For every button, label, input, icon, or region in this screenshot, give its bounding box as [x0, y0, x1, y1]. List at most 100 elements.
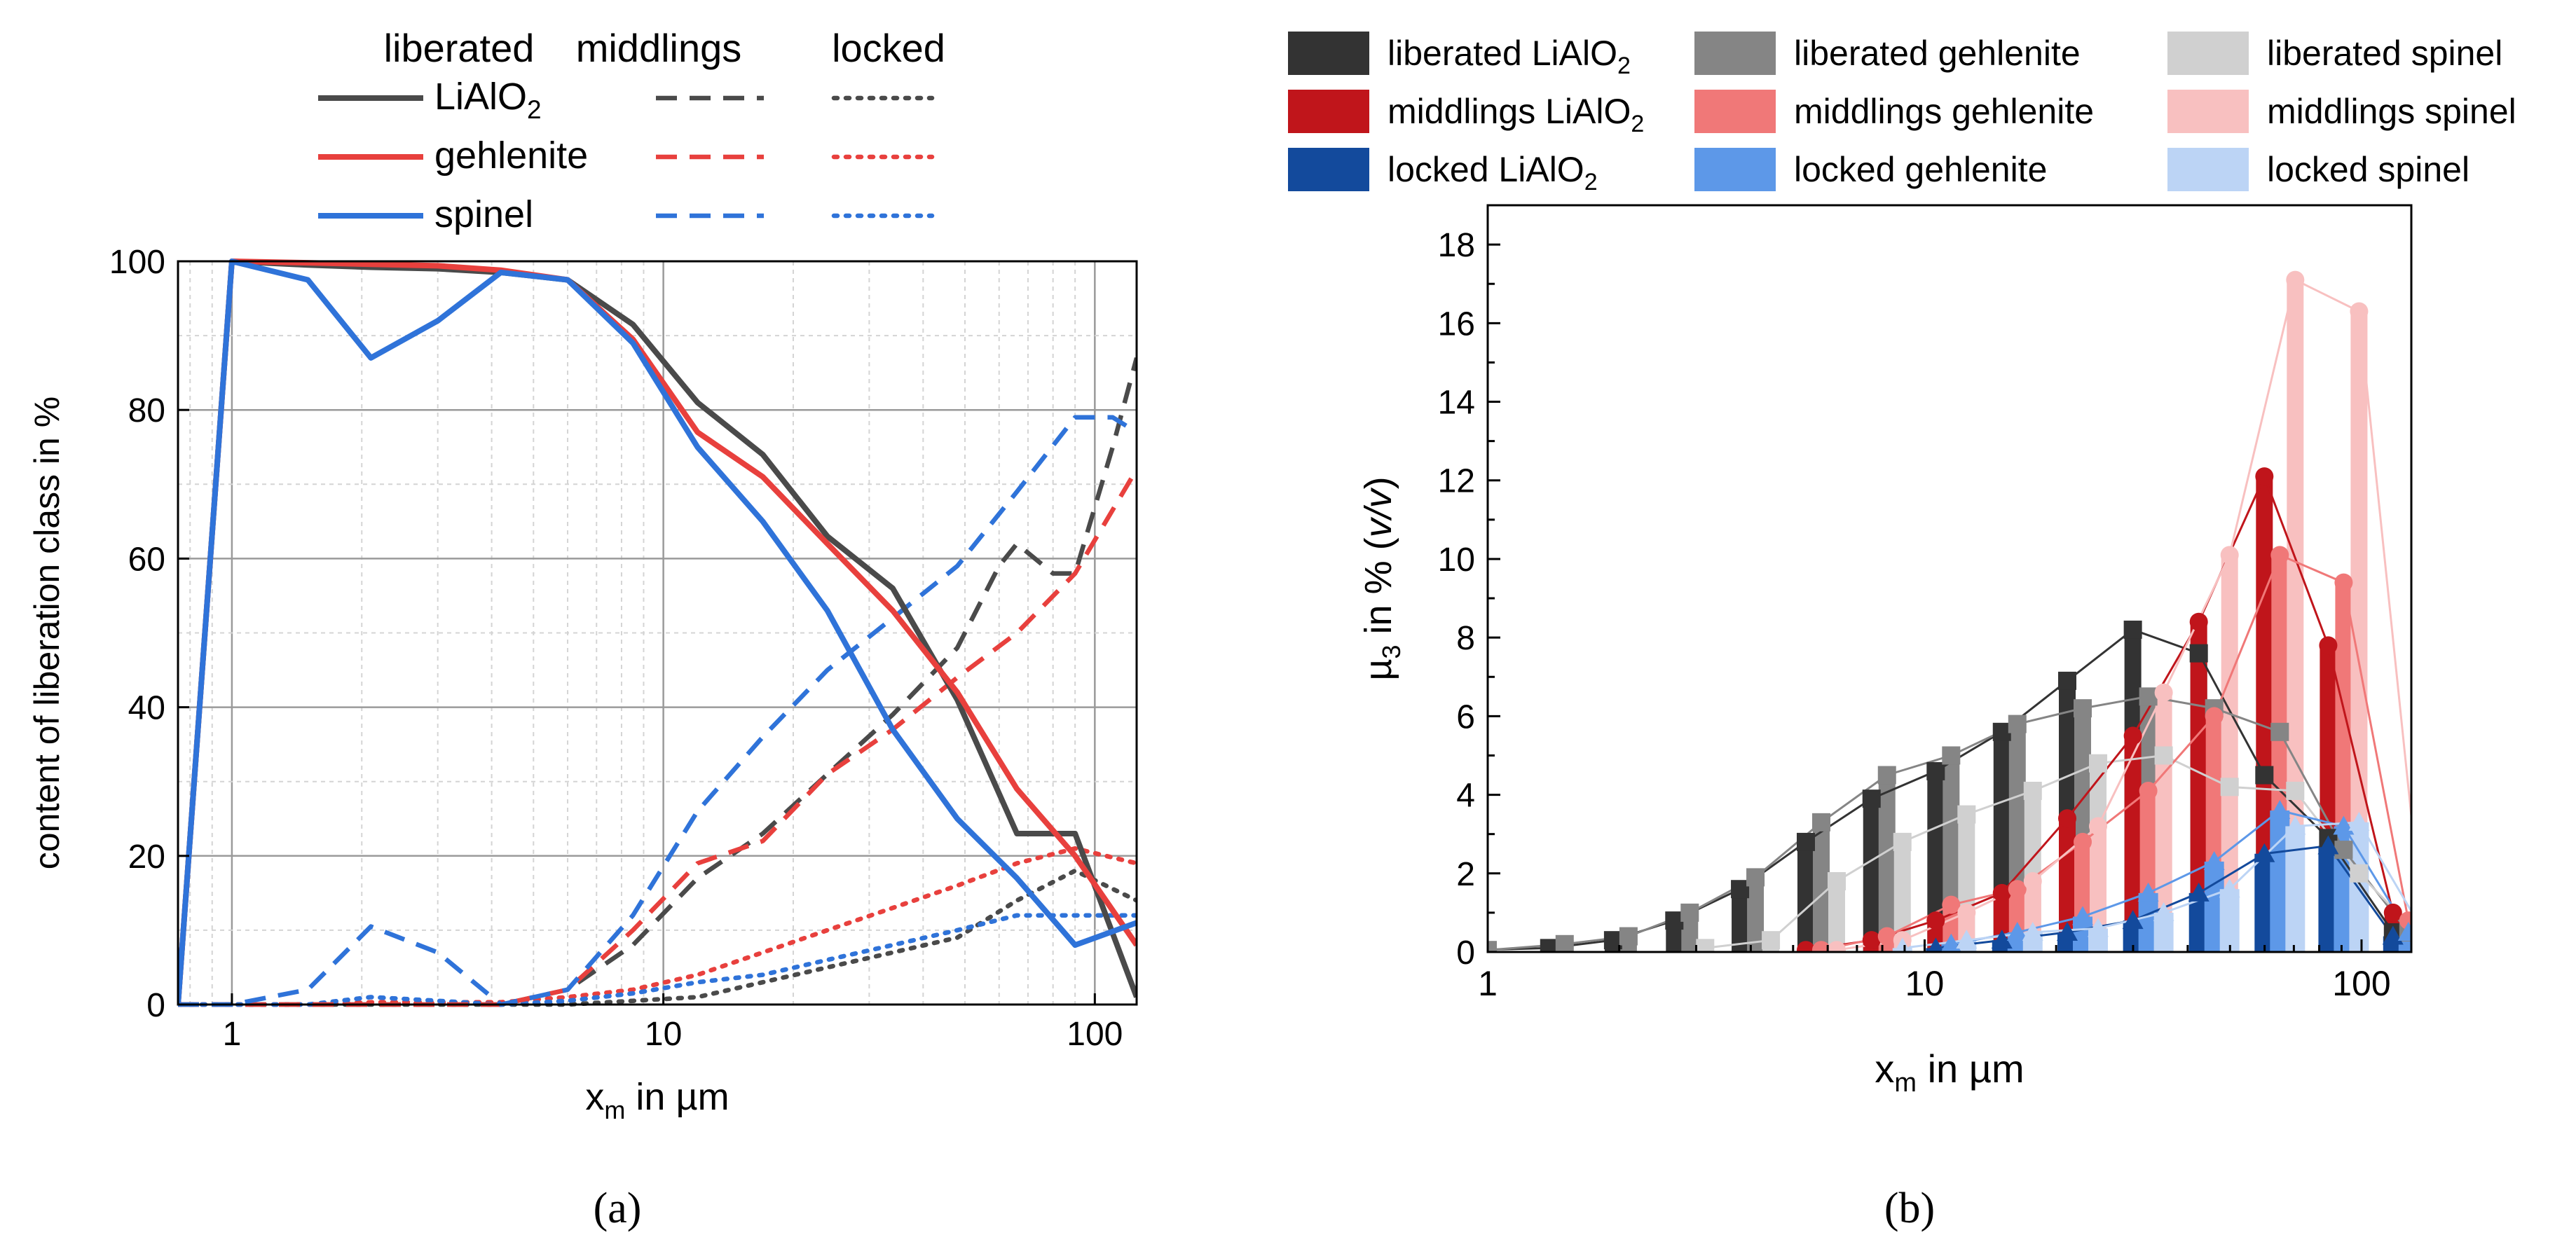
marker-middlings-gehlenite	[2008, 880, 2027, 899]
legend-label-locked-gehlenite: locked gehlenite	[1794, 150, 2047, 189]
marker-middlings-gehlenite	[2205, 707, 2224, 726]
line-middlings-gehlenite	[1821, 553, 2410, 951]
panel-a-xlabel: xm in µm	[585, 1076, 729, 1124]
marker-middlings-lialo2	[2319, 636, 2338, 655]
y-tick-label: 40	[128, 690, 165, 727]
marker-middlings-lialo2	[1862, 931, 1881, 950]
marker-locked-gehlenite	[2137, 882, 2159, 902]
marker-liberated-spinel	[1957, 805, 1976, 824]
marker-locked-lialo2	[2188, 882, 2210, 902]
marker-liberated-spinel	[2089, 754, 2108, 773]
marker-locked-spinel	[1956, 930, 1978, 949]
legend-header-middlings: middlings	[576, 26, 742, 70]
legend-label-middlings-spinel: middlings spinel	[2267, 92, 2516, 131]
marker-middlings-spinel	[2023, 872, 2042, 891]
marker-liberated-gehlenite	[1877, 766, 1896, 785]
legend-label-middlings-lialo2: middlings LiAlO2	[1388, 92, 1644, 137]
marker-locked-lialo2	[1927, 937, 1944, 952]
marker-liberated-gehlenite	[1942, 746, 1961, 765]
panel-a-frame	[177, 260, 1138, 1006]
y-tick-label: 14	[1438, 385, 1475, 422]
marker-middlings-lialo2	[2123, 726, 2142, 745]
marker-liberated-gehlenite	[2074, 699, 2092, 718]
marker-locked-lialo2	[2382, 925, 2404, 945]
marker-locked-lialo2	[2122, 910, 2144, 930]
marker-locked-spinel	[2284, 815, 2306, 835]
legend-label-locked-lialo2: locked LiAlO2	[1388, 150, 1598, 195]
marker-middlings-lialo2	[1926, 911, 1945, 930]
marker-liberated-spinel	[2286, 781, 2305, 800]
marker-liberated-spinel	[2023, 781, 2042, 800]
bar-liberated-gehlenite	[1878, 775, 1896, 952]
marker-middlings-gehlenite	[2074, 832, 2092, 851]
marker-liberated-gehlenite	[1680, 903, 1699, 922]
y-tick-label: 0	[1456, 934, 1475, 972]
x-tick-label: 10	[1905, 964, 1945, 1003]
marker-liberated-lialo2	[1862, 789, 1881, 808]
panel-b-ticks: 1 10 100 0 2 4 6 8 10 12 14 16 18	[1438, 204, 2391, 1003]
panel-b-frame	[1486, 204, 2413, 953]
y-tick-label: 2	[1456, 856, 1475, 893]
marker-liberated-spinel	[1827, 872, 1846, 891]
marker-middlings-spinel	[2154, 683, 2173, 702]
marker-locked-spinel	[2088, 918, 2109, 937]
marker-middlings-lialo2	[2058, 809, 2077, 828]
marker-middlings-gehlenite	[2334, 573, 2353, 592]
legend-label-spinel: spinel	[434, 193, 533, 235]
marker-liberated-lialo2	[2123, 620, 2142, 639]
legend-swatch-liberated-gehlenite	[1694, 32, 1776, 75]
marker-locked-lialo2	[1991, 930, 2013, 949]
y-tick-label: 16	[1438, 305, 1475, 343]
marker-liberated-gehlenite	[1488, 941, 1497, 952]
y-tick-label: 12	[1438, 463, 1475, 500]
bar-liberated-lialo2	[1863, 799, 1880, 952]
legend-label-liberated-spinel: liberated spinel	[2267, 34, 2502, 73]
legend-swatch-locked-gehlenite	[1694, 148, 1776, 191]
marker-locked-spinel	[2348, 811, 2370, 831]
line-locked-lialo2	[178, 868, 1137, 1007]
marker-locked-spinel	[2153, 902, 2174, 921]
marker-locked-lialo2	[2317, 835, 2339, 855]
marker-locked-spinel	[2022, 921, 2043, 941]
marker-locked-lialo2	[2254, 843, 2275, 862]
marker-liberated-lialo2	[1796, 832, 1815, 851]
legend-swatch-middlings-lialo2	[1288, 90, 1369, 133]
marker-middlings-spinel	[1827, 941, 1846, 952]
x-tick-label: 1	[1478, 964, 1498, 1003]
marker-locked-lialo2	[2057, 921, 2078, 941]
marker-liberated-lialo2	[1926, 761, 1945, 780]
x-tick-label: 100	[1067, 1016, 1123, 1053]
panel-b-ylabel: µ3 in % (v/v)	[1357, 476, 1406, 680]
marker-liberated-spinel	[2350, 864, 2369, 883]
marker-locked-spinel	[2413, 922, 2434, 941]
marker-liberated-spinel	[1762, 931, 1781, 950]
legend-swatch-liberated-lialo2	[1288, 32, 1369, 75]
bar-locked-spinel	[2219, 889, 2240, 952]
marker-liberated-gehlenite	[1619, 927, 1638, 946]
marker-liberated-gehlenite	[2334, 841, 2353, 860]
y-tick-label: 20	[128, 839, 165, 876]
panel-a-ticks: 1 10 100 0 20 40 60 80 100	[109, 244, 1123, 1053]
line-middlings-lialo2	[1805, 474, 2395, 951]
marker-locked-gehlenite	[2269, 800, 2291, 820]
y-tick-label: 100	[109, 244, 165, 281]
marker-locked-spinel	[2219, 878, 2240, 898]
y-tick-label: 60	[128, 541, 165, 578]
marker-liberated-lialo2	[2255, 766, 2274, 785]
legend-swatch-locked-lialo2	[1288, 148, 1369, 191]
x-tick-label: 100	[2332, 964, 2390, 1003]
marker-liberated-spinel	[1893, 832, 1912, 851]
marker-middlings-lialo2	[2383, 903, 2402, 922]
panel-b-xlabel: xm in µm	[1875, 1047, 2024, 1098]
line-liberated-spinel	[178, 258, 1137, 1005]
legend-label-gehlenite: gehlenite	[434, 134, 588, 177]
panel-b-markers	[1488, 270, 2434, 952]
marker-liberated-lialo2	[2189, 644, 2208, 663]
panel-a-series	[178, 258, 1137, 1007]
y-tick-label: 8	[1456, 620, 1475, 657]
marker-middlings-spinel	[2286, 270, 2305, 289]
marker-liberated-gehlenite	[2270, 722, 2289, 741]
line-liberated-spinel	[1705, 754, 2411, 949]
bar-liberated-gehlenite	[1747, 877, 1765, 952]
